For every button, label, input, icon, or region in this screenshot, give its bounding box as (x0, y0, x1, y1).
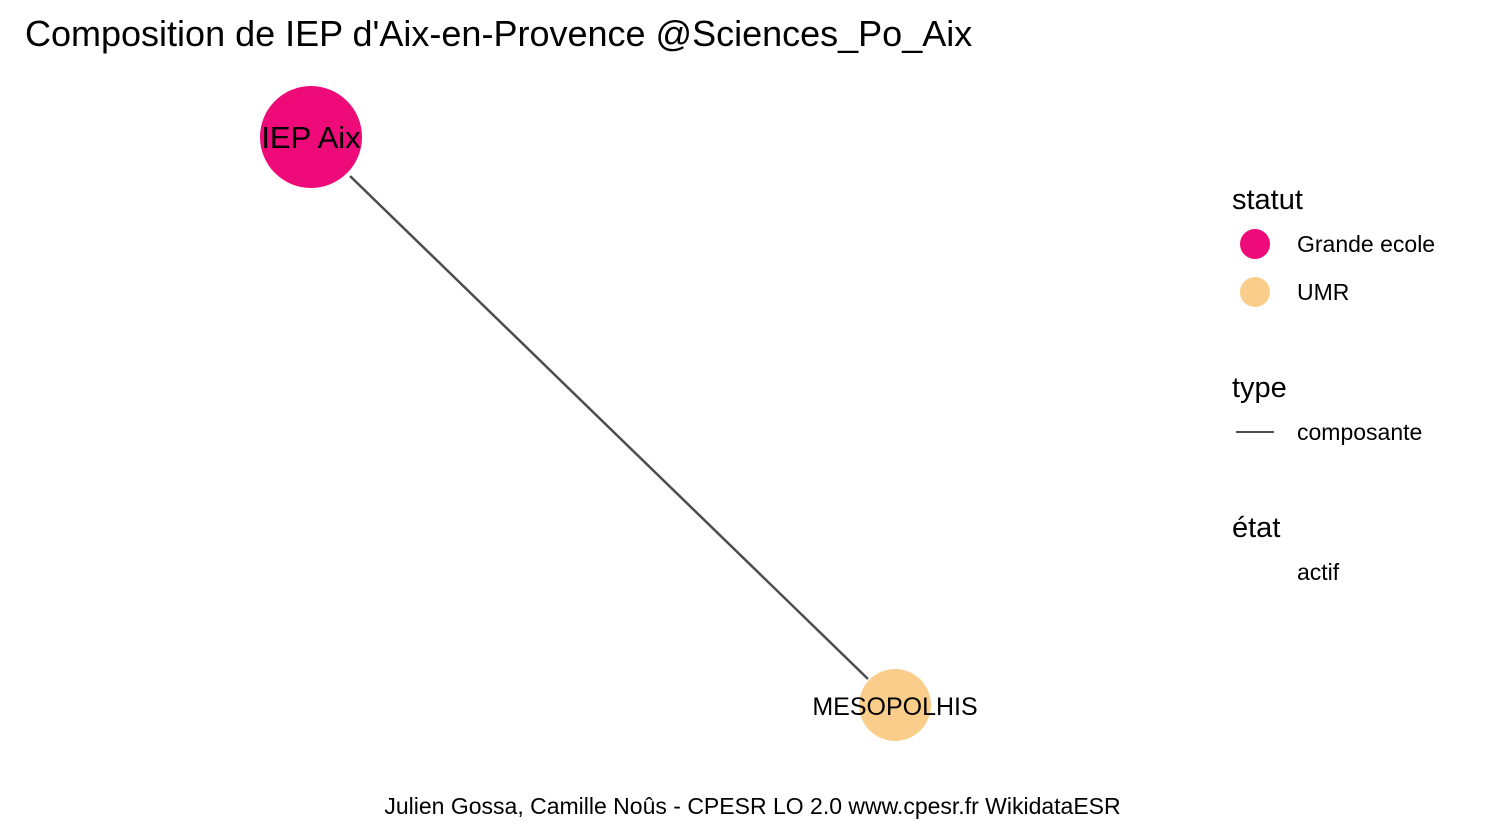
legend-etat: état actif (1232, 508, 1487, 596)
grande-ecole-dot-icon (1240, 229, 1270, 259)
legend-title-etat: état (1232, 512, 1281, 544)
legend-key-grande-ecole (1232, 220, 1278, 268)
edge-line-icon (1236, 431, 1274, 433)
legend-item-umr: UMR (1232, 268, 1487, 316)
legend-label-actif: actif (1297, 559, 1340, 585)
caption: Julien Gossa, Camille Noûs - CPESR LO 2.… (384, 793, 1121, 819)
legend-key-umr (1232, 268, 1278, 316)
legend: statut Grande ecole UMR type composante … (1232, 180, 1487, 596)
legend-type: type composante (1232, 368, 1487, 456)
node-mesopolhis (859, 669, 931, 741)
node-iep-aix (260, 86, 362, 188)
legend-key-actif (1232, 548, 1278, 596)
node-label-mesopolhis: MESOPOLHIS (812, 693, 977, 721)
legend-label-composante: composante (1297, 419, 1423, 445)
legend-title-statut: statut (1232, 184, 1303, 216)
edge-iep-mesopolhis (349, 175, 869, 680)
legend-item-grande-ecole: Grande ecole (1232, 220, 1487, 268)
legend-statut: statut Grande ecole UMR (1232, 180, 1487, 316)
legend-key-composante (1232, 408, 1278, 456)
node-label-iep-aix: IEP Aix (261, 120, 361, 155)
legend-title-type: type (1232, 372, 1287, 404)
legend-label-umr: UMR (1297, 279, 1350, 305)
legend-item-composante: composante (1232, 408, 1487, 456)
chart-title: Composition de IEP d'Aix-en-Provence @Sc… (25, 13, 973, 54)
legend-label-grande-ecole: Grande ecole (1297, 231, 1436, 257)
umr-dot-icon (1240, 277, 1270, 307)
legend-item-actif: actif (1232, 548, 1487, 596)
